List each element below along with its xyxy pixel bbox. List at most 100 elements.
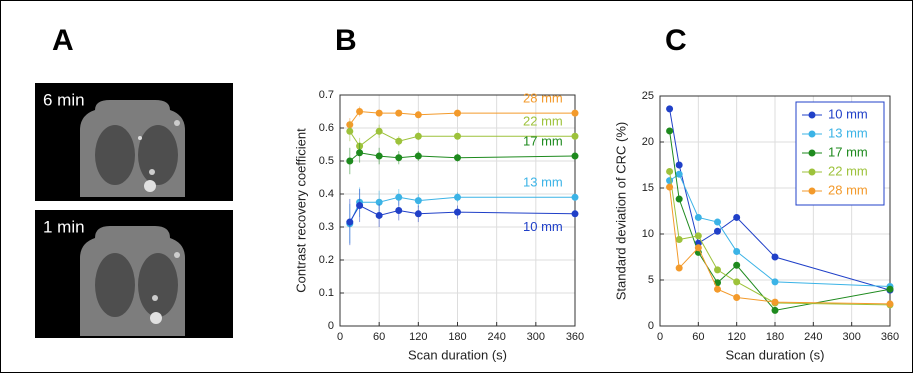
ct-image: 1 min: [35, 210, 233, 338]
y-tick-label: 0.3: [319, 221, 334, 233]
data-point: [733, 294, 740, 301]
data-point: [376, 212, 383, 219]
ct-image: 6 min: [35, 83, 233, 201]
data-point: [356, 149, 363, 156]
x-tick-label: 120: [727, 331, 745, 343]
legend-label: 10 mm: [828, 106, 868, 121]
panel-label: A: [52, 24, 74, 57]
x-tick-label: 240: [487, 331, 505, 343]
x-tick-label: 60: [373, 331, 385, 343]
data-point: [676, 196, 683, 203]
y-tick-label: 0.1: [319, 287, 334, 299]
data-point: [415, 210, 422, 217]
x-tick-label: 180: [448, 331, 466, 343]
legend-marker: [809, 131, 816, 138]
data-point: [676, 236, 683, 243]
data-point: [572, 194, 579, 201]
data-point: [666, 105, 673, 112]
data-point: [454, 110, 461, 117]
data-point: [572, 210, 579, 217]
data-point: [454, 133, 461, 140]
data-point: [695, 214, 702, 221]
data-point: [772, 254, 779, 261]
data-point: [714, 286, 721, 293]
data-point: [395, 194, 402, 201]
panel-label: C: [665, 24, 687, 57]
y-tick-label: 20: [642, 136, 654, 148]
y-tick-label: 15: [642, 182, 654, 194]
y-tick-label: 0: [328, 320, 334, 332]
data-point: [376, 128, 383, 135]
image-label: 6 min: [43, 90, 85, 109]
legend-label: 28 mm: [828, 182, 868, 197]
data-point: [415, 111, 422, 118]
x-axis-label: Scan duration (s): [408, 347, 507, 362]
y-tick-label: 0.6: [319, 122, 334, 134]
x-tick-label: 300: [527, 331, 545, 343]
data-point: [415, 197, 422, 204]
y-tick-label: 0.7: [319, 89, 334, 101]
data-point: [356, 202, 363, 209]
x-tick-label: 0: [337, 331, 343, 343]
data-point: [346, 158, 353, 165]
series-label: 17 mm: [523, 133, 563, 148]
y-tick-label: 0.2: [319, 254, 334, 266]
data-point: [454, 194, 461, 201]
y-axis-label: Contrast recovery coefficient: [293, 128, 308, 293]
legend-marker: [809, 169, 816, 176]
data-point: [572, 110, 579, 117]
data-point: [346, 219, 353, 226]
data-point: [733, 278, 740, 285]
legend-marker: [809, 150, 816, 157]
x-tick-label: 60: [692, 331, 704, 343]
legend-marker: [809, 188, 816, 195]
data-point: [395, 154, 402, 161]
y-tick-label: 0.4: [319, 188, 334, 200]
x-tick-label: 0: [657, 331, 663, 343]
data-point: [376, 153, 383, 160]
data-point: [356, 108, 363, 115]
data-point: [714, 266, 721, 273]
y-tick-label: 5: [648, 274, 654, 286]
y-tick-label: 0: [648, 320, 654, 332]
data-point: [887, 300, 894, 307]
data-point: [454, 209, 461, 216]
data-point: [676, 171, 683, 178]
data-point: [772, 278, 779, 285]
data-point: [676, 265, 683, 272]
series-label: 22 mm: [523, 114, 563, 129]
x-tick-label: 180: [766, 331, 784, 343]
series-label: 10 mm: [523, 219, 563, 234]
data-point: [395, 138, 402, 145]
legend-label: 22 mm: [828, 163, 868, 178]
data-point: [733, 214, 740, 221]
figure: A B C 6 min 1 min 06012018024030036000.1…: [0, 0, 913, 373]
x-tick-label: 240: [804, 331, 822, 343]
data-point: [772, 307, 779, 314]
x-tick-label: 120: [409, 331, 427, 343]
panel-label: B: [335, 24, 357, 57]
x-tick-label: 300: [842, 331, 860, 343]
data-point: [572, 133, 579, 140]
x-axis-label: Scan duration (s): [726, 347, 825, 362]
data-point: [572, 153, 579, 160]
data-point: [395, 110, 402, 117]
data-point: [415, 133, 422, 140]
legend-marker: [809, 112, 816, 119]
y-tick-label: 10: [642, 228, 654, 240]
data-point: [676, 162, 683, 169]
data-point: [346, 128, 353, 135]
y-tick-label: 0.5: [319, 155, 334, 167]
series-label: 13 mm: [523, 175, 563, 190]
data-point: [666, 127, 673, 134]
data-point: [695, 244, 702, 251]
y-axis-label: Standard deviation of CRC (%): [613, 122, 628, 300]
data-point: [666, 168, 673, 175]
data-point: [733, 248, 740, 255]
data-point: [695, 232, 702, 239]
data-point: [454, 154, 461, 161]
legend-label: 17 mm: [828, 144, 868, 159]
data-point: [733, 262, 740, 269]
series-label: 28 mm: [523, 91, 563, 106]
data-point: [666, 177, 673, 184]
